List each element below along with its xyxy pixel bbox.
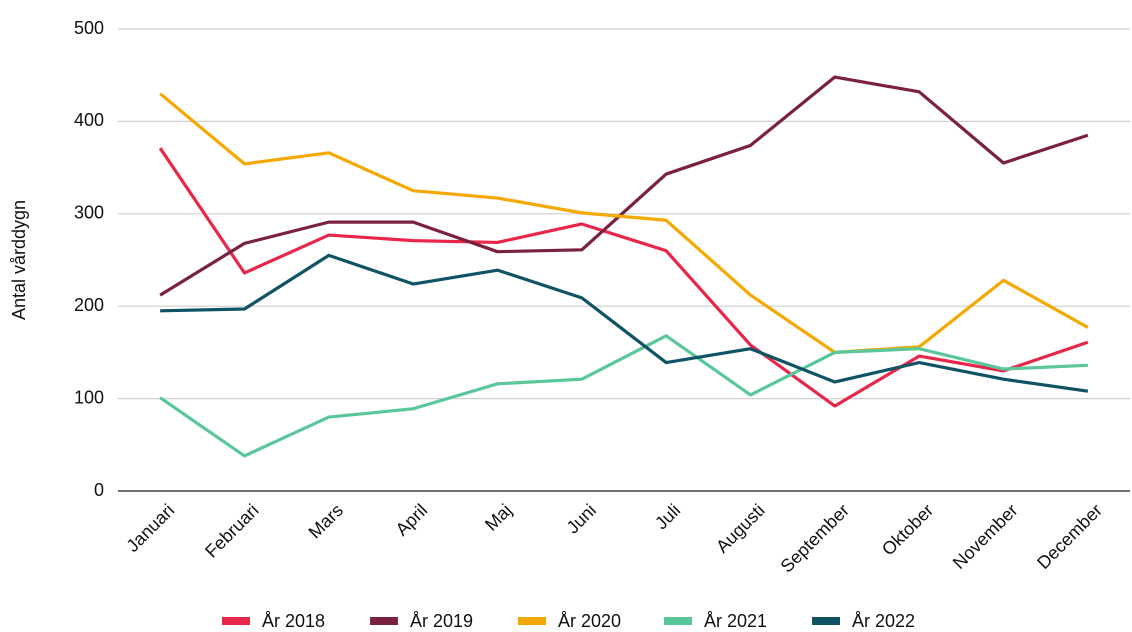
- legend-label: År 2021: [704, 611, 767, 631]
- line: [159, 75, 1089, 297]
- x-tick-label: Februari: [201, 500, 263, 562]
- legend-swatch: [812, 617, 840, 625]
- y-axis-label: Antal vårddygn: [9, 200, 29, 320]
- line: [158, 147, 1089, 408]
- x-tick-label: April: [392, 500, 432, 540]
- legend-swatch: [222, 617, 250, 625]
- x-tick-label: Oktober: [878, 500, 937, 559]
- x-tick-label: Januari: [122, 500, 178, 556]
- line: [159, 334, 1088, 458]
- x-tick-label: December: [1033, 500, 1106, 573]
- x-tick-label: Augusti: [712, 500, 769, 557]
- x-tick-label: September: [777, 500, 853, 576]
- y-tick-label: 400: [74, 110, 104, 130]
- x-tick-label: Juni: [563, 500, 600, 537]
- line: [160, 253, 1089, 393]
- y-tick-label: 300: [74, 203, 104, 223]
- legend-swatch: [518, 617, 546, 625]
- y-tick-label: 200: [74, 295, 104, 315]
- x-tick-label: Maj: [481, 500, 516, 535]
- x-tick-label: November: [949, 500, 1022, 573]
- y-tick-label: 100: [74, 387, 104, 407]
- line: [159, 92, 1089, 354]
- x-tick-label: Juli: [651, 500, 684, 533]
- legend-swatch: [664, 617, 692, 625]
- legend-swatch: [370, 617, 398, 625]
- x-tick-label: Mars: [305, 500, 347, 542]
- legend-label: År 2022: [852, 611, 915, 631]
- legend-label: År 2020: [558, 611, 621, 631]
- y-tick-label: 0: [94, 480, 104, 500]
- legend-label: År 2018: [262, 611, 325, 631]
- y-tick-label: 500: [74, 18, 104, 38]
- legend-label: År 2019: [410, 611, 473, 631]
